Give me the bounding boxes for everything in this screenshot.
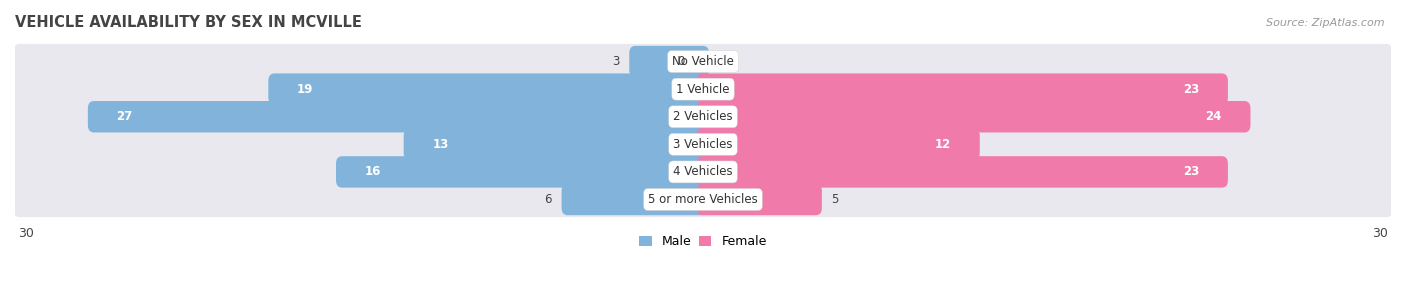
FancyBboxPatch shape — [630, 46, 709, 77]
FancyBboxPatch shape — [697, 129, 980, 160]
Text: 0: 0 — [678, 55, 685, 68]
Legend: Male, Female: Male, Female — [634, 230, 772, 253]
FancyBboxPatch shape — [14, 44, 1392, 79]
Text: 27: 27 — [117, 110, 132, 123]
Text: 4 Vehicles: 4 Vehicles — [673, 165, 733, 178]
FancyBboxPatch shape — [14, 127, 1392, 162]
Text: 24: 24 — [1205, 110, 1222, 123]
FancyBboxPatch shape — [14, 99, 1392, 135]
Text: 5 or more Vehicles: 5 or more Vehicles — [648, 193, 758, 206]
FancyBboxPatch shape — [697, 156, 1227, 188]
FancyBboxPatch shape — [404, 129, 709, 160]
Text: 2 Vehicles: 2 Vehicles — [673, 110, 733, 123]
FancyBboxPatch shape — [697, 101, 1250, 132]
FancyBboxPatch shape — [14, 71, 1392, 107]
FancyBboxPatch shape — [336, 156, 709, 188]
FancyBboxPatch shape — [269, 74, 709, 105]
Text: 23: 23 — [1182, 83, 1199, 96]
Text: 12: 12 — [935, 138, 950, 151]
Text: 16: 16 — [364, 165, 381, 178]
Text: Source: ZipAtlas.com: Source: ZipAtlas.com — [1267, 18, 1385, 28]
Text: 19: 19 — [297, 83, 314, 96]
FancyBboxPatch shape — [697, 184, 823, 215]
Text: 3: 3 — [612, 55, 620, 68]
Text: VEHICLE AVAILABILITY BY SEX IN MCVILLE: VEHICLE AVAILABILITY BY SEX IN MCVILLE — [15, 15, 361, 30]
Text: 13: 13 — [432, 138, 449, 151]
FancyBboxPatch shape — [561, 184, 709, 215]
Text: 23: 23 — [1182, 165, 1199, 178]
FancyBboxPatch shape — [697, 74, 1227, 105]
Text: 1 Vehicle: 1 Vehicle — [676, 83, 730, 96]
Text: 6: 6 — [544, 193, 553, 206]
Text: No Vehicle: No Vehicle — [672, 55, 734, 68]
FancyBboxPatch shape — [14, 182, 1392, 217]
Text: 5: 5 — [831, 193, 839, 206]
Text: 3 Vehicles: 3 Vehicles — [673, 138, 733, 151]
FancyBboxPatch shape — [14, 154, 1392, 190]
FancyBboxPatch shape — [87, 101, 709, 132]
